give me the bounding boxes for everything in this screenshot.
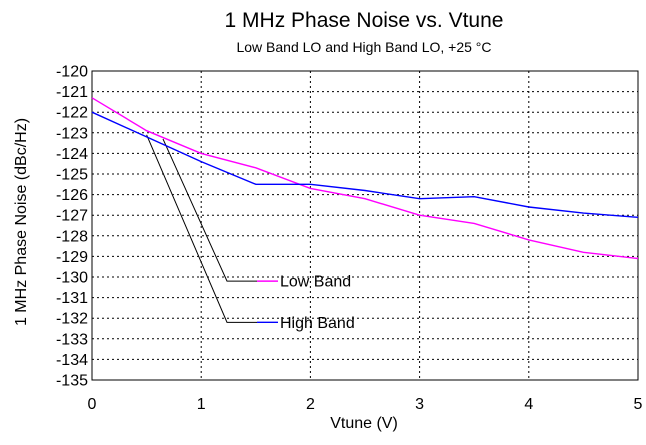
data-series [91,97,639,260]
x-tick-label: 0 [88,396,97,413]
x-tick-label: 2 [306,396,315,413]
series-line-low-band [91,97,639,260]
y-axis-title: 1 MHz Phase Noise (dBc/Hz) [13,118,30,326]
y-tick-label: -135 [56,373,88,390]
y-tick-label: -120 [56,64,88,81]
y-tick-label: -125 [56,167,88,184]
legend-leader-line [146,134,257,323]
y-tick-label: -134 [56,352,88,369]
legend-label: High Band [280,315,355,332]
y-tick-label: -127 [56,208,88,225]
y-tick-label: -133 [56,331,88,348]
x-tick-label: 3 [415,396,424,413]
chart-title: 1 MHz Phase Noise vs. Vtune [225,9,504,32]
y-tick-label: -129 [56,249,88,266]
x-axis-tick-labels: 0 1 2 3 4 5 [88,396,643,413]
legend-leader-lines [146,134,257,323]
gridlines [91,70,639,381]
legend-label: Low Band [280,274,351,291]
legend-leader-line [162,138,257,282]
y-tick-label: -132 [56,311,88,328]
x-tick-label: 5 [634,396,643,413]
y-tick-label: -128 [56,228,88,245]
chart-subtitle: Low Band LO and High Band LO, +25 °C [236,39,491,55]
x-tick-label: 4 [524,396,533,413]
legend: Low Band High Band [257,274,355,332]
y-tick-label: -122 [56,105,88,122]
series-line-high-band [91,111,639,218]
y-tick-label: -131 [56,290,88,307]
y-tick-label: -121 [56,84,88,101]
y-tick-label: -130 [56,270,88,287]
plot-area [91,70,639,381]
x-axis-title: Vtune (V) [330,415,398,432]
y-tick-label: -123 [56,125,88,142]
x-tick-label: 1 [197,396,206,413]
y-tick-label: -126 [56,187,88,204]
y-tick-label: -124 [56,146,88,163]
y-axis-tick-labels: -120 -121 -122 -123 -124 -125 -126 -127 -128 -129… [56,64,88,390]
